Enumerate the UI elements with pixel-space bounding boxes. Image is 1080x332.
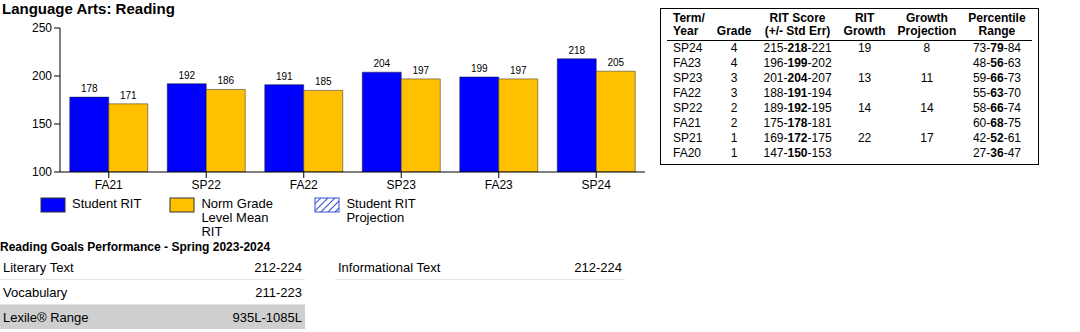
html-text:Growth: Growth — [843, 24, 886, 38]
html-text:212-224: 212-224 — [574, 259, 622, 275]
html-text:3: 3 — [730, 71, 738, 85]
html-text:169 - 172 - 175: 169 - 172 - 175 — [763, 131, 832, 145]
svg-text:178: 178 — [81, 83, 98, 94]
html-text:1: 1 — [730, 146, 738, 160]
svg-text:FA21: FA21 — [95, 178, 123, 192]
html-text:189 - 192 - 195: 189 - 192 - 195 — [763, 101, 832, 115]
html-text:215 - 218 - 221: 215 - 218 - 221 — [763, 41, 832, 55]
html-text:RIT: RIT — [854, 11, 875, 25]
svg-text:150: 150 — [32, 117, 52, 131]
svg-text:205: 205 — [607, 57, 624, 68]
html-text:FA23: FA23 — [673, 56, 701, 70]
html-text:Literary Text: Literary Text — [3, 259, 74, 275]
html-text:Reading Goals Performance - Sp: Reading Goals Performance - Spring 2023-… — [0, 240, 271, 254]
svg-text:204: 204 — [373, 58, 390, 69]
svg-text:171: 171 — [120, 90, 137, 101]
html-text:211-223: 211-223 — [255, 284, 302, 300]
html-text:27 - 36 - 47: 27 - 36 - 47 — [972, 146, 1021, 160]
html-text:(+/- Std Err): (+/- Std Err) — [764, 24, 831, 38]
html-text:SP22: SP22 — [673, 101, 703, 115]
html-text:3: 3 — [730, 86, 738, 100]
html-text:Term/: Term/ — [673, 11, 705, 25]
html-text:19: 19 — [857, 41, 872, 55]
html-text:196 - 199 - 202: 196 - 199 - 202 — [763, 56, 832, 70]
html-text:FA21: FA21 — [673, 116, 701, 130]
svg-text:FA22: FA22 — [290, 178, 318, 192]
html-text:59 - 66 - 73: 59 - 66 - 73 — [972, 71, 1021, 85]
svg-text:197: 197 — [412, 65, 429, 76]
html-text:188 - 191 - 194: 188 - 191 - 194 — [763, 86, 832, 100]
html-text:147 - 150 - 153: 147 - 150 - 153 — [763, 146, 832, 160]
html-text:60 - 68 - 75: 60 - 68 - 75 — [972, 116, 1021, 130]
html-text:4: 4 — [730, 41, 738, 55]
html-text:2: 2 — [730, 101, 738, 115]
svg-text:SP24: SP24 — [582, 178, 612, 192]
html-text:2: 2 — [730, 116, 738, 130]
html-text:Lexile® Range: Lexile® Range — [3, 309, 89, 325]
html-text:1: 1 — [730, 131, 738, 145]
svg-text:SP23: SP23 — [387, 178, 417, 192]
html-text:SP23: SP23 — [673, 71, 703, 85]
html-text:SP24: SP24 — [673, 41, 703, 55]
html-text:Language Arts: Reading: Language Arts: Reading — [2, 0, 175, 17]
svg-text:200: 200 — [32, 69, 52, 83]
html-text:14: 14 — [920, 101, 934, 115]
html-text:73 - 79 - 84: 73 - 79 - 84 — [972, 41, 1021, 55]
html-text:55 - 63 - 70: 55 - 63 - 70 — [972, 86, 1021, 100]
svg-text:197: 197 — [510, 65, 527, 76]
html-text:Student RIT Projection: Student RIT Projection — [346, 196, 416, 225]
html-text:13: 13 — [857, 71, 872, 85]
html-text:8: 8 — [923, 41, 931, 55]
html-text:11: 11 — [920, 71, 934, 85]
html-text:Vocabulary: Vocabulary — [3, 284, 68, 300]
svg-text:199: 199 — [471, 63, 488, 74]
html-text:212-224: 212-224 — [254, 259, 302, 275]
html-text:FA20: FA20 — [673, 146, 701, 160]
svg-text:191: 191 — [276, 71, 293, 82]
html-text:Student RIT: Student RIT — [72, 196, 142, 211]
html-text:201 - 204 - 207: 201 - 204 - 207 — [763, 71, 832, 85]
html-text:SP21: SP21 — [673, 131, 703, 145]
html-text:22: 22 — [857, 131, 872, 145]
svg-text:186: 186 — [217, 75, 234, 86]
html-text:Year: Year — [673, 24, 699, 38]
html-text:17: 17 — [920, 131, 934, 145]
html-text:14: 14 — [857, 101, 872, 115]
svg-text:100: 100 — [32, 165, 52, 179]
html-text:175 - 178 - 181: 175 - 178 - 181 — [763, 116, 832, 130]
html-text:Growth: Growth — [905, 11, 948, 25]
svg-text:218: 218 — [568, 45, 585, 56]
html-text:Norm Grade Level Mean RIT: Norm Grade Level Mean RIT — [201, 196, 273, 239]
html-text:Percentile: Percentile — [968, 11, 1026, 25]
html-text:4: 4 — [730, 56, 738, 70]
html-text:Projection: Projection — [897, 24, 957, 38]
svg-text:250: 250 — [32, 21, 52, 35]
html-text:48 - 56 - 63: 48 - 56 - 63 — [972, 56, 1021, 70]
html-text:42 - 52 - 61: 42 - 52 - 61 — [972, 131, 1021, 145]
svg-text:FA23: FA23 — [485, 178, 513, 192]
html-text:935L-1085L: 935L-1085L — [232, 309, 302, 325]
svg-text:SP22: SP22 — [192, 178, 222, 192]
html-text:Grade: Grade — [716, 24, 752, 38]
html-text:RIT Score: RIT Score — [769, 11, 826, 25]
html-text:Range: Range — [978, 24, 1016, 38]
svg-text:192: 192 — [178, 70, 195, 81]
html-text:FA22: FA22 — [673, 86, 701, 100]
svg-text:185: 185 — [315, 76, 332, 87]
html-text:Informational Text: Informational Text — [338, 259, 441, 275]
html-text:58 - 66 - 74: 58 - 66 - 74 — [972, 101, 1021, 115]
